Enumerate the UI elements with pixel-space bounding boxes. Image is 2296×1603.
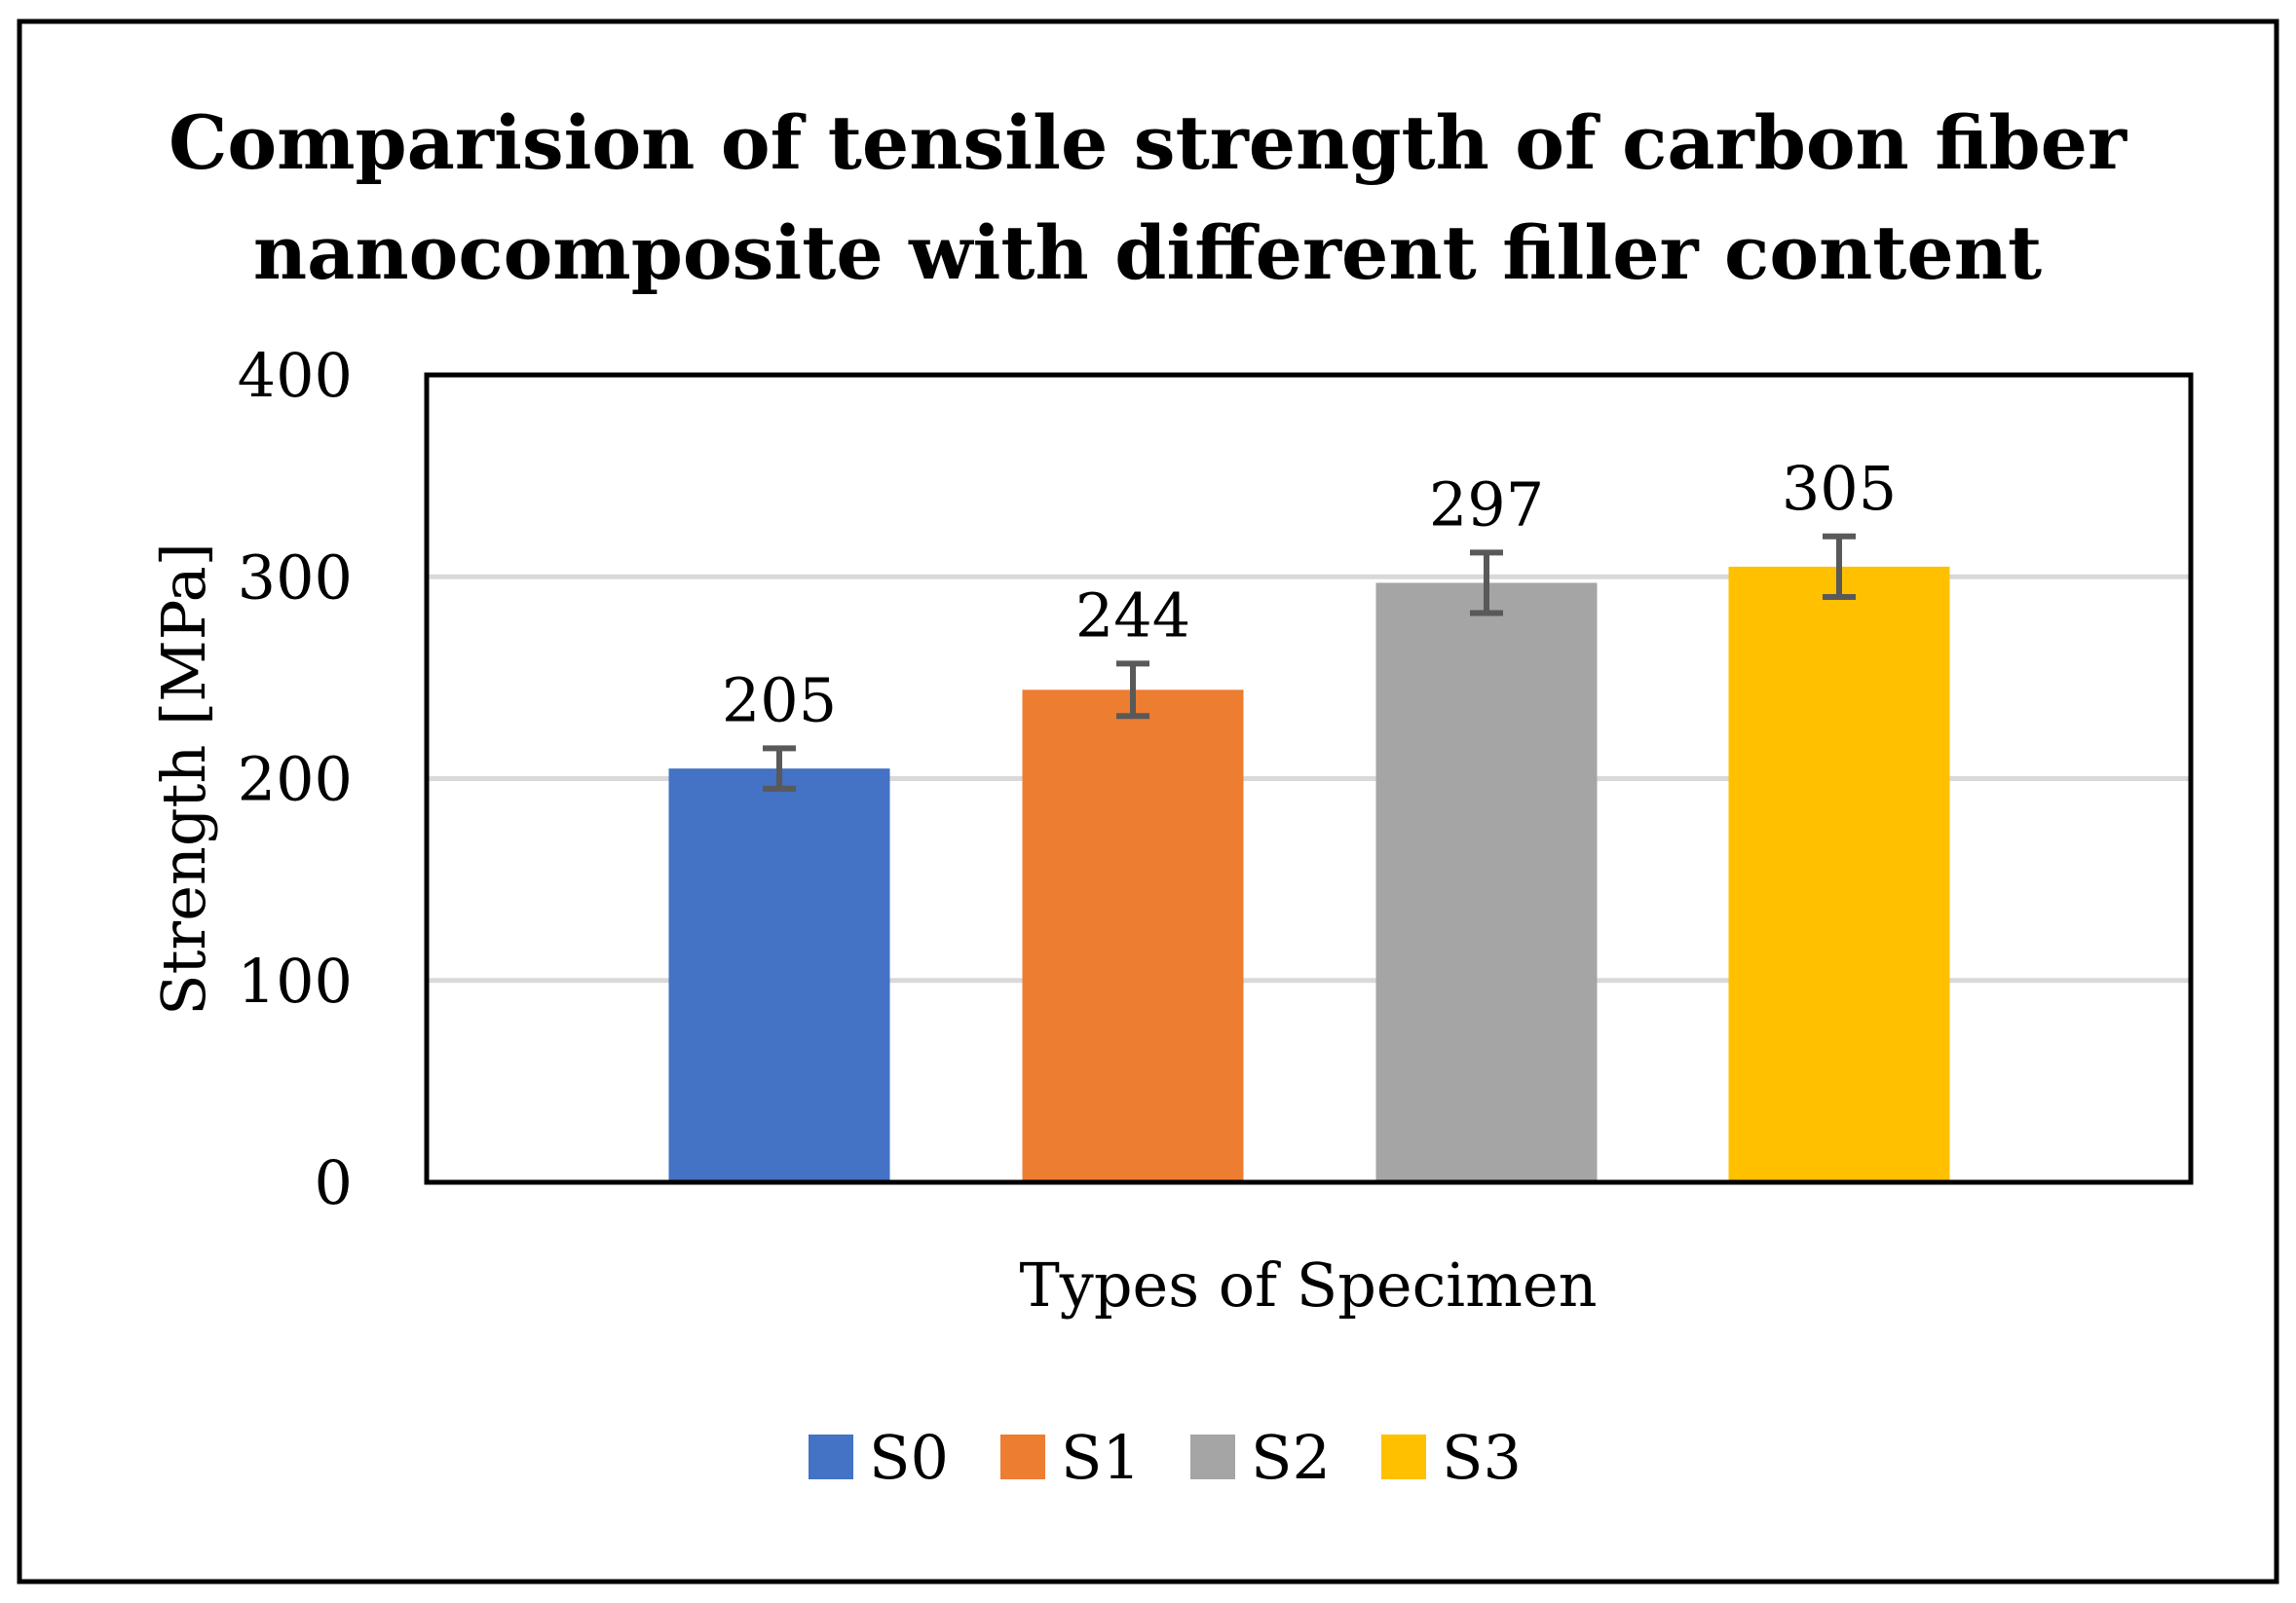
y-tick-labels: 0 100 200 300 400 [238, 340, 353, 1218]
error-bar-s3 [1823, 533, 1856, 600]
y-tick-label-200: 200 [238, 744, 353, 815]
legend-label-s1: S1 [1061, 1422, 1141, 1493]
y-tick-label-100: 100 [238, 946, 353, 1017]
y-tick-label-400: 400 [238, 340, 353, 411]
bar-s0 [668, 768, 890, 1182]
legend: S0 S1 S2 S3 [809, 1422, 1522, 1493]
chart-title-line-1: Comparision of tensile strength of carbo… [169, 99, 2127, 186]
data-labels: 205 244 297 305 [722, 453, 1897, 736]
legend-label-s3: S3 [1442, 1422, 1522, 1493]
bar-s2 [1375, 582, 1598, 1182]
error-bar-s1 [1116, 660, 1149, 720]
data-label-s3: 305 [1782, 453, 1897, 524]
legend-swatch-s0 [809, 1435, 853, 1479]
y-tick-label-0: 0 [315, 1147, 353, 1218]
error-bar-s2 [1470, 549, 1503, 616]
data-label-s1: 244 [1075, 579, 1190, 651]
x-axis-label: Types of Specimen [1019, 1249, 1597, 1321]
legend-swatch-s1 [1000, 1435, 1045, 1479]
data-label-s0: 205 [722, 664, 837, 735]
plot-area-frame [424, 372, 2194, 1185]
legend-swatch-s3 [1381, 1435, 1426, 1479]
bar-s3 [1728, 566, 1950, 1182]
legend-label-s0: S0 [869, 1422, 949, 1493]
y-tick-label-300: 300 [238, 541, 353, 613]
y-axis-label: Strength [MPa] [148, 542, 219, 1016]
legend-label-s2: S2 [1251, 1422, 1331, 1493]
chart-title-line-2: nanocomposite with different filler cont… [253, 209, 2042, 296]
legend-swatch-s2 [1190, 1435, 1235, 1479]
bars [668, 566, 1950, 1182]
bar-s1 [1022, 690, 1244, 1182]
error-bar-s0 [763, 745, 796, 792]
error-bars [763, 533, 1856, 792]
data-label-s2: 297 [1429, 468, 1544, 540]
